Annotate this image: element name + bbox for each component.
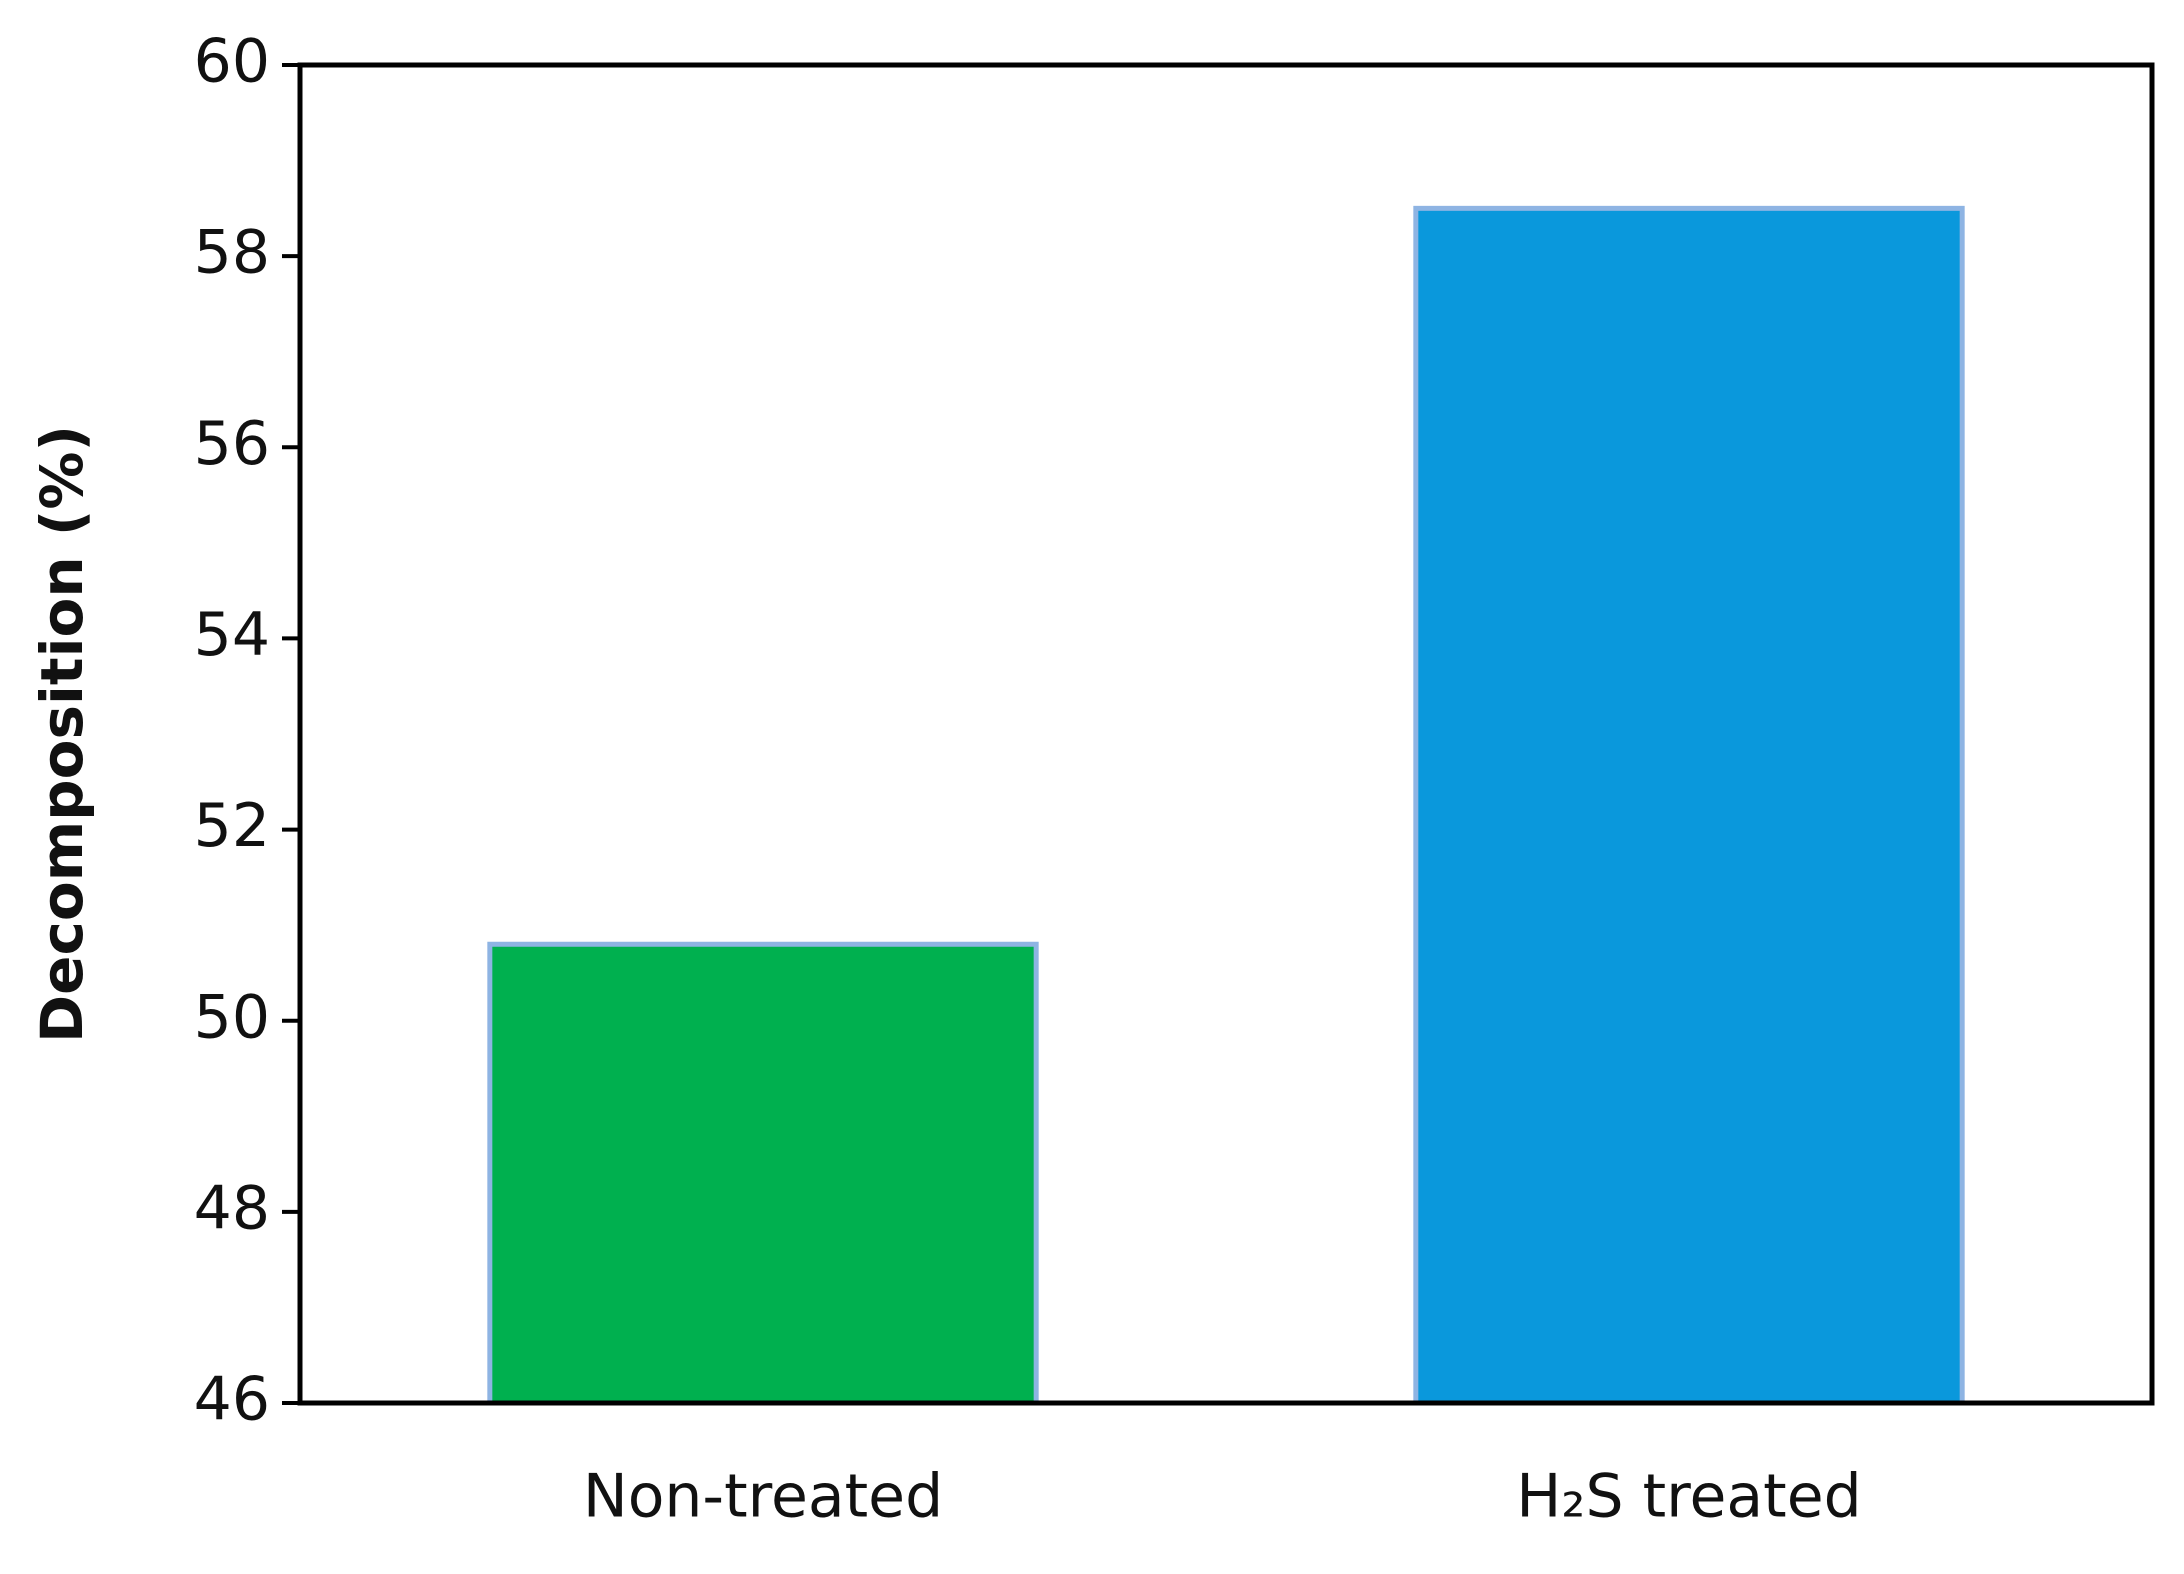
y-tick-label: 60 xyxy=(194,27,270,97)
y-tick-label: 48 xyxy=(194,1173,270,1243)
bar xyxy=(487,941,1039,1406)
y-tick-label: 56 xyxy=(194,409,270,479)
x-tick-label: H₂S treated xyxy=(1516,1462,1861,1532)
bar xyxy=(1413,205,1965,1406)
y-tick-label: 54 xyxy=(194,600,270,670)
plot-frame xyxy=(297,62,2155,1406)
y-axis-title: Decomposition (%) xyxy=(28,425,96,1043)
y-tick-label: 58 xyxy=(194,218,270,288)
y-tick-label: 52 xyxy=(194,791,270,861)
y-tick-label: 50 xyxy=(194,982,270,1052)
y-tick-label: 46 xyxy=(194,1365,270,1435)
x-tick-label: Non-treated xyxy=(583,1462,943,1532)
